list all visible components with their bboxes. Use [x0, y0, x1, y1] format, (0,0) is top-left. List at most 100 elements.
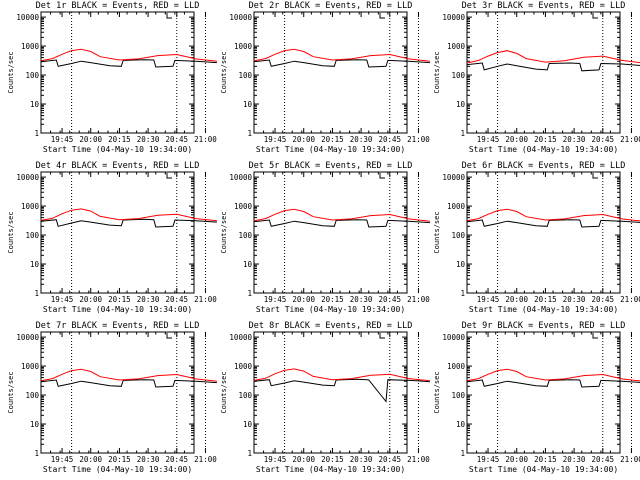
- x-tick-label: 20:45: [378, 455, 401, 464]
- chart-title: Det 6r BLACK = Events, RED = LLD: [462, 161, 626, 171]
- x-tick-label: 21:00: [407, 455, 430, 464]
- x-tick-label: 20:00: [79, 295, 102, 304]
- x-tick-label: 20:30: [350, 135, 373, 144]
- y-tick-label: 100: [25, 71, 39, 80]
- y-tick-label: 10: [243, 420, 253, 429]
- x-tick-label: 19:45: [264, 135, 287, 144]
- x-tick-label: 21:00: [407, 135, 430, 144]
- bracket-mark: [379, 173, 385, 179]
- y-tick-label: 10000: [442, 173, 465, 182]
- x-axis-label: Start Time (04-May-10 19:34:00): [256, 305, 405, 314]
- y-tick-label: 1: [460, 129, 465, 138]
- x-tick-label: 19:45: [477, 295, 500, 304]
- series-line-events: [253, 59, 430, 68]
- series-line-lld: [466, 208, 640, 222]
- x-tick-label: 21:00: [194, 455, 217, 464]
- plot-frame: [40, 331, 195, 454]
- x-tick-label: 20:30: [563, 455, 586, 464]
- bracket-mark: [592, 13, 598, 19]
- y-axis-label: Counts/sec: [220, 51, 228, 93]
- plot-frame: [466, 11, 621, 134]
- y-tick-label: 1000: [447, 202, 466, 211]
- bracket-mark: [166, 173, 172, 179]
- chart-panel: Det 8r BLACK = Events, RED = LLD 1 10 100 10…: [220, 321, 430, 474]
- y-tick-label: 10000: [16, 173, 39, 182]
- x-axis-label: Start Time (04-May-10 19:34:00): [469, 145, 618, 154]
- y-tick-label: 1: [247, 129, 252, 138]
- y-tick-label: 100: [238, 71, 252, 80]
- chart-panel: Det 3r BLACK = Events, RED = LLD 1 10 100 10…: [433, 1, 640, 154]
- series-line-lld: [253, 208, 430, 222]
- x-tick-label: 20:45: [378, 295, 401, 304]
- y-tick-label: 1: [460, 449, 465, 458]
- bracket-mark: [379, 13, 385, 19]
- x-tick-label: 19:45: [264, 295, 287, 304]
- x-axis-label: Start Time (04-May-10 19:34:00): [43, 465, 192, 474]
- y-tick-label: 1000: [447, 42, 466, 51]
- chart-panel: Det 1r BLACK = Events, RED = LLD 1 10 100 10…: [7, 1, 217, 154]
- y-axis-label: Counts/sec: [433, 371, 441, 413]
- x-tick-label: 21:00: [194, 295, 217, 304]
- y-tick-label: 100: [451, 231, 465, 240]
- series-line-lld: [253, 48, 430, 62]
- x-tick-label: 20:00: [505, 295, 528, 304]
- y-tick-label: 10: [243, 100, 253, 109]
- plot-frame: [466, 171, 621, 294]
- x-tick-label: 20:00: [292, 295, 315, 304]
- x-axis-label: Start Time (04-May-10 19:34:00): [256, 465, 405, 474]
- bracket-mark: [166, 13, 172, 19]
- series-line-lld: [40, 48, 217, 62]
- x-tick-label: 19:45: [477, 135, 500, 144]
- x-tick-label: 20:00: [292, 135, 315, 144]
- x-tick-label: 20:15: [534, 455, 557, 464]
- series-line-events: [466, 379, 640, 388]
- x-tick-label: 19:45: [51, 135, 74, 144]
- y-tick-label: 1: [34, 129, 39, 138]
- x-tick-label: 21:00: [620, 455, 640, 464]
- x-tick-label: 20:00: [505, 455, 528, 464]
- x-axis-label: Start Time (04-May-10 19:34:00): [43, 145, 192, 154]
- plot-frame: [253, 331, 408, 454]
- y-tick-label: 10: [30, 420, 40, 429]
- y-axis-label: Counts/sec: [220, 211, 228, 253]
- x-tick-label: 20:30: [563, 135, 586, 144]
- y-tick-label: 100: [238, 391, 252, 400]
- series-line-lld: [253, 368, 430, 382]
- y-axis-label: Counts/sec: [7, 51, 15, 93]
- y-axis-label: Counts/sec: [433, 51, 441, 93]
- y-axis-label: Counts/sec: [7, 211, 15, 253]
- x-tick-label: 20:30: [563, 295, 586, 304]
- y-tick-label: 10: [30, 260, 40, 269]
- series-line-lld: [40, 208, 217, 222]
- y-tick-label: 10000: [16, 333, 39, 342]
- bracket-mark: [592, 173, 598, 179]
- x-tick-label: 19:45: [477, 455, 500, 464]
- plot-frame: [253, 11, 408, 134]
- chart-title: Det 9r BLACK = Events, RED = LLD: [462, 321, 626, 331]
- x-tick-label: 20:45: [165, 455, 188, 464]
- plot-frame: [40, 11, 195, 134]
- y-axis-label: Counts/sec: [433, 211, 441, 253]
- chart-title: Det 8r BLACK = Events, RED = LLD: [249, 321, 413, 331]
- bracket-mark: [592, 333, 598, 339]
- y-tick-label: 1000: [21, 202, 40, 211]
- x-axis-label: Start Time (04-May-10 19:34:00): [43, 305, 192, 314]
- y-tick-label: 100: [451, 71, 465, 80]
- x-tick-label: 20:15: [321, 455, 344, 464]
- bracket-mark: [166, 333, 172, 339]
- y-tick-label: 100: [25, 231, 39, 240]
- x-tick-label: 20:15: [534, 135, 557, 144]
- y-axis-label: Counts/sec: [220, 371, 228, 413]
- x-tick-label: 19:45: [264, 455, 287, 464]
- chart-title: Det 5r BLACK = Events, RED = LLD: [249, 161, 413, 171]
- y-tick-label: 10: [456, 100, 466, 109]
- plot-frame: [40, 171, 195, 294]
- y-tick-label: 1000: [234, 362, 253, 371]
- x-tick-label: 21:00: [194, 135, 217, 144]
- y-tick-label: 10: [30, 100, 40, 109]
- x-tick-label: 20:30: [350, 295, 373, 304]
- y-tick-label: 100: [238, 231, 252, 240]
- x-tick-label: 20:45: [591, 455, 614, 464]
- x-tick-label: 20:30: [350, 455, 373, 464]
- x-tick-label: 20:15: [108, 135, 131, 144]
